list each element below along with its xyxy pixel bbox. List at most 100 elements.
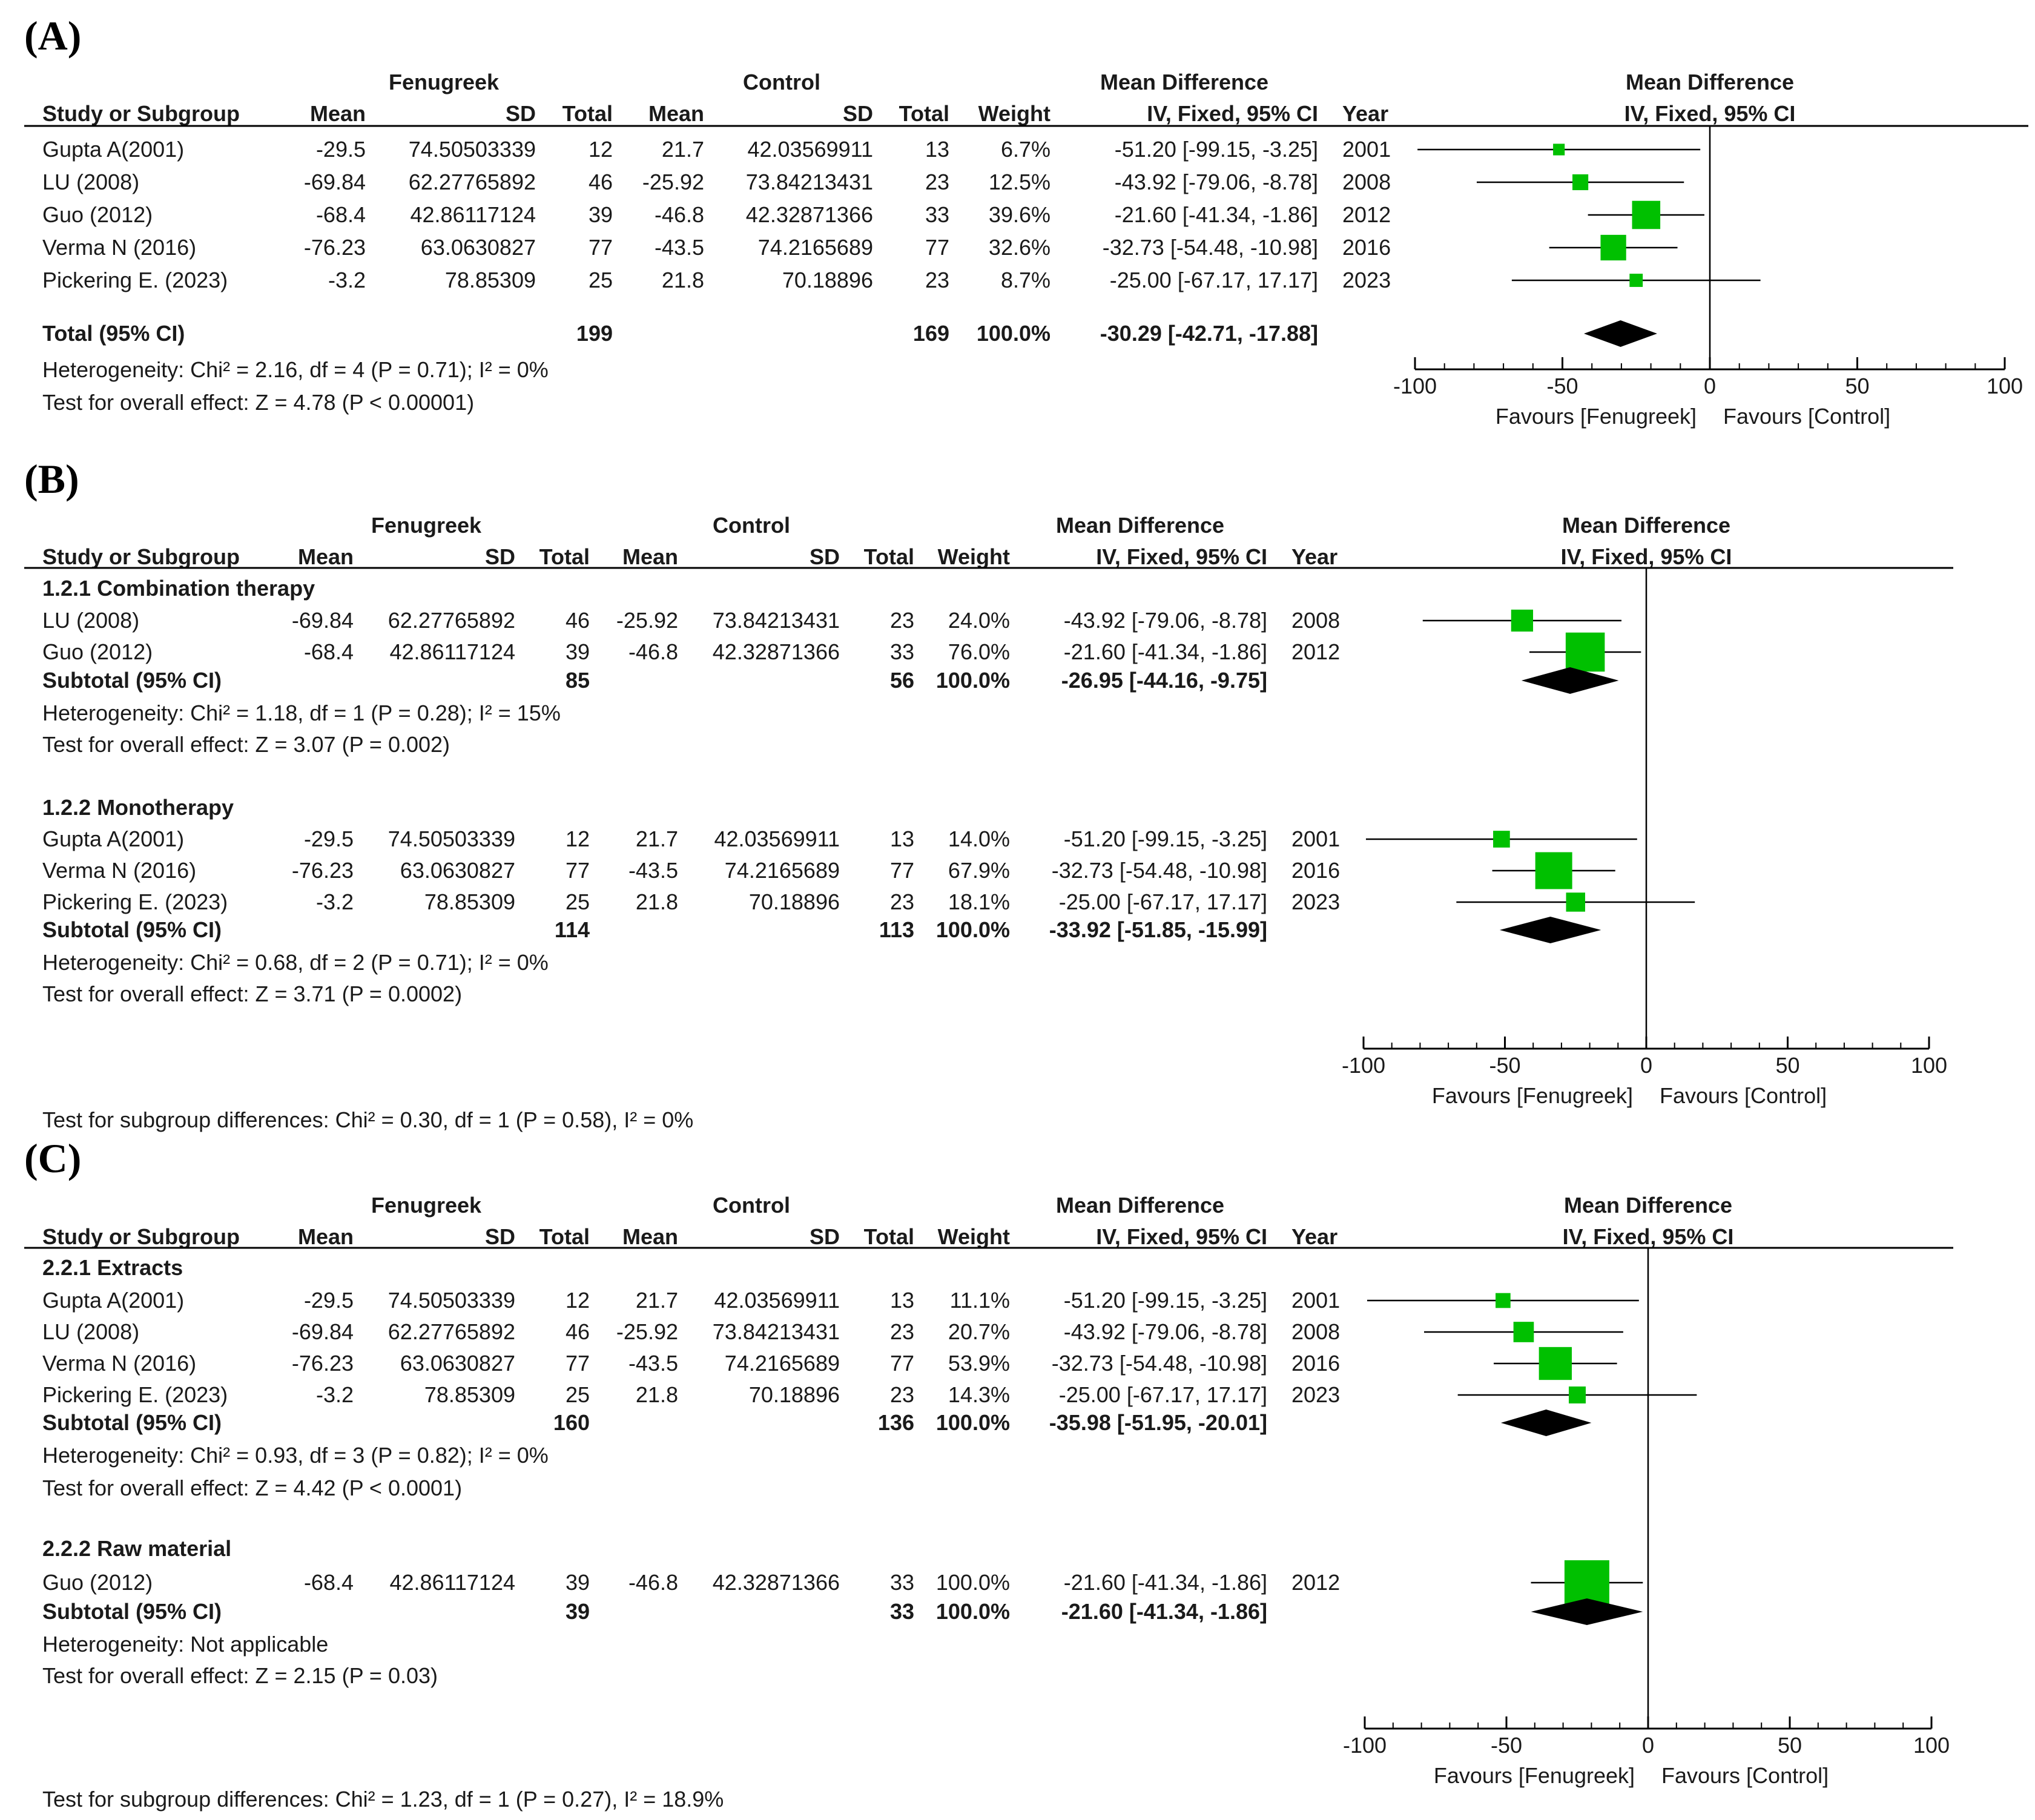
study-row: Verma N (2016) -76.23 63.0630827 77 -43.5 74.… (42, 1347, 1617, 1380)
favours-right-label: Favours [Control] (1723, 404, 1890, 429)
fenugreek-sd: 63.0630827 (400, 1351, 515, 1376)
fenugreek-total: 12 (589, 137, 613, 162)
fenugreek-mean-header: Mean (298, 544, 354, 569)
control-mean: 21.7 (636, 826, 678, 851)
x-tick-label: -100 (1342, 1053, 1385, 1078)
overall-effect-text: Test for overall effect: Z = 2.15 (P = 0… (42, 1663, 438, 1688)
control-total: 23 (890, 889, 914, 914)
fenugreek-group-header: Fenugreek (389, 70, 500, 94)
subtotal-fenugreek-total: 114 (555, 917, 590, 942)
control-total: 33 (925, 202, 949, 227)
x-axis: -100 -50 0 50 100 Favours [Fenugreek] Favours … (1343, 1716, 1950, 1788)
subtotal-weight: 100.0% (936, 668, 1010, 693)
study-weight: 76.0% (948, 639, 1010, 664)
subgroup-heading: 1.2.2 Monotherapy (42, 795, 234, 820)
effect-square (1513, 1322, 1534, 1342)
control-sd: 42.03569911 (714, 826, 840, 851)
study-year: 2001 (1291, 826, 1340, 851)
subtotal-mean-difference: -30.29 [-42.71, -17.88] (1100, 321, 1318, 346)
heterogeneity-text: Heterogeneity: Not applicable (42, 1632, 328, 1657)
control-mean: -25.92 (616, 608, 678, 633)
subtotal-label: Subtotal (95% CI) (42, 1599, 222, 1624)
subtotal-row: Subtotal (95% CI) 39 33 100.0% -21.60 [-41.3… (42, 1598, 1643, 1625)
fenugreek-total: 46 (589, 170, 613, 194)
study-column-header: Study or Subgroup (42, 544, 240, 569)
fenugreek-mean: -69.84 (292, 1319, 354, 1344)
fenugreek-sd: 74.50503339 (388, 1288, 515, 1313)
control-mean: -46.8 (628, 1570, 678, 1595)
fenugreek-sd: 42.86117124 (389, 1570, 515, 1595)
fenugreek-sd: 62.27765892 (388, 1319, 515, 1344)
heterogeneity-text: Heterogeneity: Chi² = 1.18, df = 1 (P = … (42, 701, 561, 725)
plot-method-header: IV, Fixed, 95% CI (1561, 544, 1732, 569)
control-sd: 70.18896 (749, 889, 840, 914)
forest-panel-2: (B) Fenugreek Control Mean Difference Mean D… (24, 456, 1953, 1132)
study-mean-difference: -32.73 [-54.48, -10.98] (1052, 858, 1267, 883)
subtotal-fenugreek-total: 85 (566, 668, 590, 693)
study-year: 2012 (1342, 202, 1391, 227)
fenugreek-total-header: Total (562, 101, 613, 126)
subgroup-difference-test: Test for subgroup differences: Chi² = 0.… (42, 1107, 693, 1132)
control-total: 13 (890, 826, 914, 851)
fenugreek-sd: 62.27765892 (409, 170, 536, 194)
study-name: LU (2008) (42, 170, 139, 194)
study-mean-difference: -21.60 [-41.34, -1.86] (1064, 1570, 1267, 1595)
x-tick-label: -100 (1393, 374, 1437, 398)
study-name: Verma N (2016) (42, 235, 196, 260)
study-row: Pickering E. (2023) -3.2 78.85309 25 21.8 70.… (42, 1382, 1697, 1407)
study-year: 2023 (1291, 889, 1340, 914)
control-sd-header: SD (843, 101, 873, 126)
effect-square (1632, 200, 1661, 229)
fenugreek-total: 12 (566, 1288, 590, 1313)
fenugreek-total: 77 (566, 858, 590, 883)
fenugreek-mean: -69.84 (304, 170, 366, 194)
x-tick-label: -50 (1489, 1053, 1520, 1078)
study-mean-difference: -43.92 [-79.06, -8.78] (1064, 1319, 1267, 1344)
study-mean-difference: -25.00 [-67.17, 17.17] (1110, 268, 1318, 292)
study-weight: 53.9% (948, 1351, 1010, 1376)
md-method-header: IV, Fixed, 95% CI (1096, 1224, 1267, 1249)
forest-panel-3: (C) Fenugreek Control Mean Difference Mean D… (24, 1135, 1953, 1812)
study-mean-difference: -25.00 [-67.17, 17.17] (1059, 1382, 1267, 1407)
panel-label: (B) (24, 456, 79, 502)
study-year: 2016 (1291, 1351, 1340, 1376)
subtotal-label: Subtotal (95% CI) (42, 668, 222, 693)
study-year: 2016 (1342, 235, 1391, 260)
control-mean: 21.8 (662, 268, 704, 292)
fenugreek-total: 12 (566, 826, 590, 851)
panel-label: (A) (24, 13, 81, 59)
heterogeneity-text: Heterogeneity: Chi² = 0.68, df = 2 (P = … (42, 950, 549, 975)
control-mean: -46.8 (628, 639, 678, 664)
study-weight: 39.6% (989, 202, 1050, 227)
study-weight: 11.1% (950, 1288, 1010, 1313)
effect-square (1564, 1560, 1609, 1605)
study-name: Guo (2012) (42, 1570, 153, 1595)
study-row: Pickering E. (2023) -3.2 78.85309 25 21.8 70.… (42, 889, 1695, 914)
subtotal-row: Subtotal (95% CI) 114 113 100.0% -33.92 [-51… (42, 917, 1601, 943)
control-sd: 42.03569911 (714, 1288, 840, 1313)
study-weight: 20.7% (948, 1319, 1010, 1344)
pooled-diamond (1584, 320, 1657, 347)
control-sd: 70.18896 (749, 1382, 840, 1407)
study-name: Guo (2012) (42, 639, 153, 664)
study-mean-difference: -32.73 [-54.48, -10.98] (1052, 1351, 1267, 1376)
subtotal-weight: 100.0% (936, 917, 1010, 942)
study-mean-difference: -43.92 [-79.06, -8.78] (1064, 608, 1267, 633)
study-year: 2023 (1342, 268, 1391, 292)
md-plot-header: Mean Difference (1626, 70, 1794, 94)
study-weight: 14.0% (948, 826, 1010, 851)
study-row: Verma N (2016) -76.23 63.0630827 77 -43.5 74.… (42, 234, 1678, 261)
pooled-diamond (1500, 1410, 1592, 1436)
study-row: Guo (2012) -68.4 42.86117124 39 -46.8 42.3287… (42, 632, 1641, 672)
study-mean-difference: -21.60 [-41.34, -1.86] (1064, 639, 1267, 664)
control-total: 13 (925, 137, 949, 162)
study-year: 2008 (1291, 1319, 1340, 1344)
study-row: Guo (2012) -68.4 42.86117124 39 -46.8 42.3287… (42, 1560, 1643, 1605)
effect-square (1511, 609, 1534, 632)
fenugreek-sd-header: SD (485, 1224, 515, 1249)
weight-header: Weight (978, 101, 1050, 126)
x-tick-label: 0 (1642, 1733, 1654, 1758)
control-mean: -43.5 (655, 235, 704, 260)
x-tick-label: 0 (1704, 374, 1716, 398)
